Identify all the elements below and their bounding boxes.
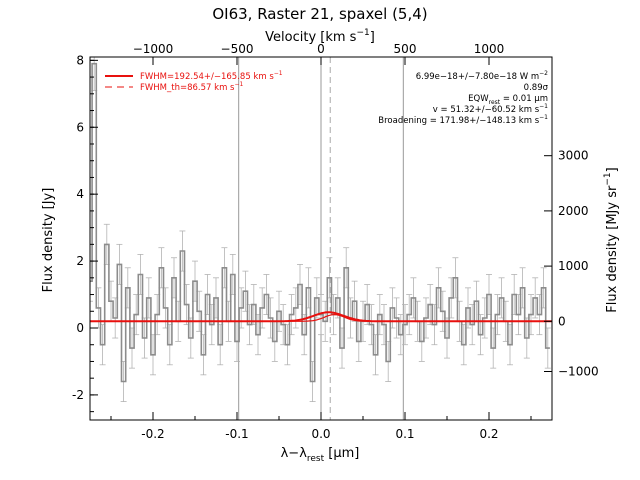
annotation-eqw: EQWrest = 0.01 μm — [468, 94, 548, 106]
legend-entry-fwhm: FWHM=192.54+/−165.85 km s−1 — [140, 70, 283, 82]
top-tick-label: −500 — [221, 42, 254, 56]
annotation-sigma: 0.89σ — [524, 83, 549, 93]
x-tick-label: 0.1 — [395, 427, 414, 441]
chart-title: OI63, Raster 21, spaxel (5,4) — [212, 5, 427, 23]
x-tick-label: 0.2 — [479, 427, 498, 441]
annotation-velocity: v = 51.32+/−60.52 km s−1 — [433, 103, 548, 115]
x-axis-label: λ−λrest [μm] — [281, 446, 360, 464]
top-tick-label: −1000 — [133, 42, 174, 56]
annotation-flux: 6.99e−18+/−7.80e−18 W m−2 — [416, 70, 548, 82]
spectrum-line — [90, 62, 550, 383]
right-tick-label: 1000 — [558, 259, 589, 273]
fit-curve-thermal — [90, 313, 552, 322]
data-layer — [90, 57, 552, 420]
right-tick-label: 3000 — [558, 149, 589, 163]
annotation-broadening: Broadening = 171.98+/−148.13 km s−1 — [378, 114, 548, 126]
y-tick-label: 0 — [76, 321, 84, 335]
top-tick-label: 1000 — [474, 42, 505, 56]
right-tick-label: 2000 — [558, 204, 589, 218]
chart-marks: -0.2 -0.1 0.0 0.1 0.2 −1000 −500 0 500 1000 -2 0 2 4 6… — [72, 42, 599, 441]
y-tick-label: 2 — [76, 254, 84, 268]
x-tick-label: -0.1 — [225, 427, 248, 441]
legend-entry-fwhm-th: FWHM_th=86.57 km s−1 — [140, 81, 244, 93]
x-tick-label: 0.0 — [311, 427, 330, 441]
right-tick-label: −1000 — [558, 364, 599, 378]
top-axis-label: Velocity [km s−1] — [265, 28, 375, 45]
y-tick-label: 8 — [76, 53, 84, 67]
top-tick-label: 0 — [317, 42, 325, 56]
right-axis-label: Flux density [MJy sr−1] — [603, 167, 620, 312]
y-tick-label: 4 — [76, 187, 84, 201]
fit-annotations: 6.99e−18+/−7.80e−18 W m−2 0.89σ EQWrest … — [378, 70, 548, 126]
right-tick-label: 0 — [558, 314, 566, 328]
y-tick-label: -2 — [72, 388, 84, 402]
y-tick-label: 6 — [76, 120, 84, 134]
y-axis-label: Flux density [Jy] — [41, 188, 56, 293]
x-tick-label: -0.2 — [141, 427, 164, 441]
legend: FWHM=192.54+/−165.85 km s−1 FWHM_th=86.5… — [105, 70, 283, 93]
top-tick-label: 500 — [394, 42, 417, 56]
